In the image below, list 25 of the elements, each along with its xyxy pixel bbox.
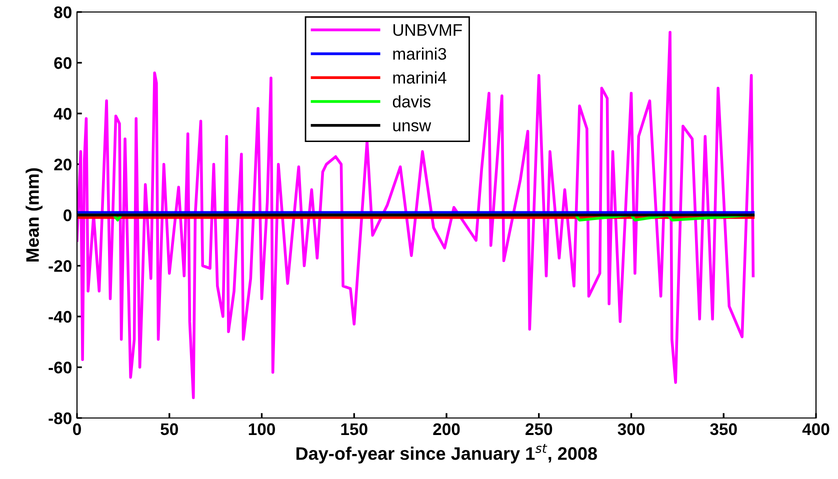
y-tick-label: 40 [54,108,72,120]
y-tick-label: 80 [54,6,72,18]
x-tick-label: 0 [73,423,81,436]
x-tick-label: 300 [618,423,644,436]
x-axis-title: Day-of-year since January 1$^{st}$, 2008 [296,444,597,464]
y-axis-title: Mean (mm) [26,168,42,262]
x-tick-label: 200 [433,423,460,436]
x-tick-label: 350 [710,423,737,436]
legend-label: marini3 [393,48,446,60]
y-tick-label: -40 [48,310,72,323]
x-tick-label: 100 [248,423,275,436]
legend-label: davis [392,95,430,108]
x-tick-label: 250 [526,423,552,436]
y-tick-label: 60 [54,57,72,69]
x-tick-label: 400 [802,423,830,436]
y-tick-label: -20 [48,260,72,272]
x-tick-label: 50 [160,423,178,436]
legend-label: UNBVMF [393,24,462,36]
legend-label: unsw [393,122,432,132]
legend-label: marini4 [393,71,446,84]
x-tick-label: 150 [341,423,368,436]
y-tick-label: -80 [48,412,72,424]
y-tick-label: -60 [48,362,72,374]
y-tick-label: 0 [64,209,72,222]
y-tick-label: 20 [54,158,72,170]
